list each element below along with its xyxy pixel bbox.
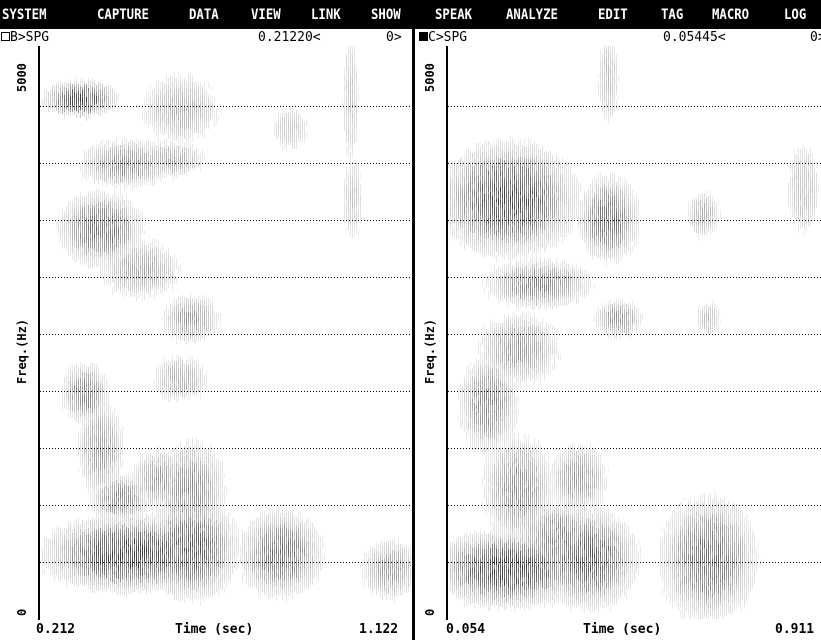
panel-b-spectrogram-canvas xyxy=(40,46,412,606)
panel-b-spectrogram[interactable] xyxy=(40,46,412,619)
panel-select-icon[interactable] xyxy=(419,32,428,41)
panel-select-icon[interactable] xyxy=(1,32,10,41)
panel-c-x-end: 0.911 xyxy=(775,622,815,637)
panel-c-x-title: Time (sec) xyxy=(583,622,662,637)
panel-b-y-axis-title: Freq.(Hz) xyxy=(15,318,29,384)
panel-b-y-bottom-label: 0 xyxy=(15,608,29,616)
menu-link[interactable]: LINK xyxy=(311,7,341,23)
panel-c-y-bottom-label: 0 xyxy=(423,608,437,616)
menu-system[interactable]: SYSTEM xyxy=(2,7,47,23)
panel-b-y-axis xyxy=(38,46,40,620)
menu-analyze[interactable]: ANALYZE xyxy=(506,7,558,23)
panel-c-y-axis xyxy=(446,46,448,620)
panel-b-x-axis: 0.212 Time (sec) 1.122 xyxy=(0,620,412,640)
panel-c-y-top-label: 5000 xyxy=(423,63,437,92)
menu-speak[interactable]: SPEAK xyxy=(435,7,473,23)
panel-divider xyxy=(412,29,415,640)
panel-c-x-axis: 0.054 Time (sec) 0.911 xyxy=(416,620,821,640)
panel-b-cursor-right: 0> xyxy=(386,30,402,45)
menu-log[interactable]: LOG xyxy=(784,7,807,23)
spectrogram-texture xyxy=(450,46,819,619)
panel-b-title: B>SPG xyxy=(10,30,50,45)
panel-c-y-axis-title: Freq.(Hz) xyxy=(423,318,437,384)
menu-data[interactable]: DATA xyxy=(189,7,219,23)
panel-c-spectrogram-canvas xyxy=(448,46,821,619)
panel-b-cursor-value: 0.21220< xyxy=(258,30,321,45)
menu-bar: SYSTEM CAPTURE DATA VIEW LINK SHOW SPEAK… xyxy=(0,0,821,29)
frequency-gridlines xyxy=(40,106,412,563)
panel-b-title-bar[interactable]: B>SPG 0.21220< 0> xyxy=(0,29,412,46)
menu-view[interactable]: VIEW xyxy=(251,7,281,23)
menu-macro[interactable]: MACRO xyxy=(712,7,750,23)
panel-b-x-title: Time (sec) xyxy=(175,622,254,637)
frequency-gridlines xyxy=(448,106,821,563)
menu-edit[interactable]: EDIT xyxy=(598,7,628,23)
panel-c-x-start: 0.054 xyxy=(446,622,486,637)
panel-c-cursor-right: 0> xyxy=(810,30,821,45)
panel-b-y-top-label: 5000 xyxy=(15,63,29,92)
menu-show[interactable]: SHOW xyxy=(371,7,401,23)
panel-c-title: C>SPG xyxy=(428,30,468,45)
panel-c-cursor-value: 0.05445< xyxy=(663,30,726,45)
panel-c-title-bar[interactable]: C>SPG 0.05445< 0> xyxy=(416,29,821,46)
menu-tag[interactable]: TAG xyxy=(661,7,684,23)
panel-c-spectrogram[interactable] xyxy=(448,46,821,619)
menu-capture[interactable]: CAPTURE xyxy=(97,7,149,23)
panel-b-x-end: 1.122 xyxy=(359,622,399,637)
panel-b-x-start: 0.212 xyxy=(36,622,76,637)
spectrogram-texture xyxy=(42,46,411,606)
